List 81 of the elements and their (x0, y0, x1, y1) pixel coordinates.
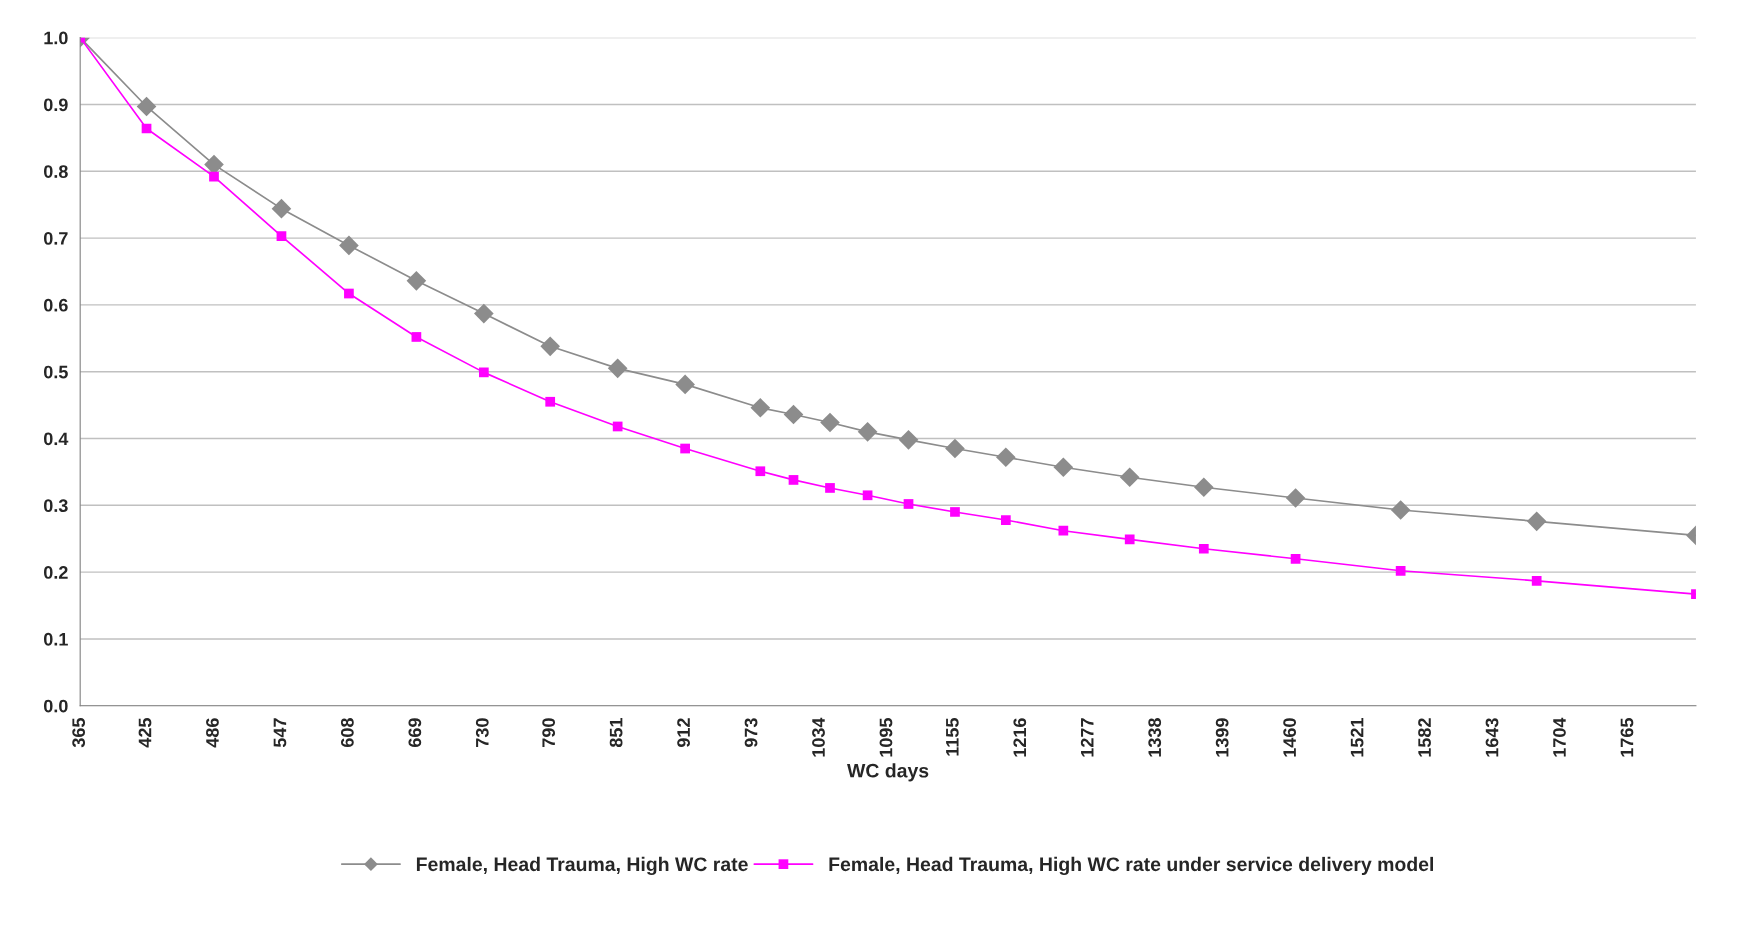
point (1193, 477, 1214, 498)
y-tick-label: 0.8 (43, 165, 68, 178)
y-tick-label: 0.1 (43, 632, 68, 646)
x-tick-label: 1216 (1013, 718, 1027, 757)
point (1058, 525, 1069, 536)
point (1119, 467, 1140, 488)
x-tick-label: 669 (408, 718, 422, 748)
point (204, 154, 224, 175)
legend-label: Female, Head Trauma, High WC rate (416, 856, 748, 876)
y-tick-label: 0.9 (43, 98, 68, 112)
y-tick-label: 0.4 (43, 432, 69, 446)
y-tick-label: 0.2 (43, 566, 68, 579)
x-tick-label: 1582 (1418, 718, 1431, 757)
point (996, 447, 1016, 468)
x-tick-label: 1095 (879, 718, 893, 757)
y-tick-label: 0.3 (43, 499, 68, 513)
x-tick-label: 851 (609, 718, 623, 748)
point (545, 396, 556, 407)
x-tick-label: 1338 (1148, 718, 1162, 757)
point (276, 231, 287, 241)
point (825, 483, 835, 493)
x-tick-label: 1643 (1485, 718, 1499, 757)
point (898, 430, 919, 450)
y-tick-label: 0.5 (43, 365, 68, 379)
y-tick-label: 1.0 (44, 31, 68, 45)
legend-label: Female, Head Trauma, High WC rate under service delivery model (829, 856, 1434, 876)
point (783, 404, 804, 425)
x-tick-label: 425 (138, 718, 152, 748)
point (1053, 457, 1074, 478)
point (540, 336, 561, 357)
point (607, 358, 628, 379)
point (1285, 488, 1306, 508)
x-tick-label: 1155 (946, 718, 959, 756)
point (1526, 511, 1547, 532)
point (478, 367, 489, 378)
x-tick-label: 1399 (1215, 718, 1229, 757)
point (339, 235, 359, 256)
point (1198, 543, 1209, 554)
x-tick-label: 1277 (1080, 718, 1094, 757)
point (474, 303, 494, 324)
point (612, 421, 623, 432)
point (1390, 500, 1411, 520)
point (136, 96, 157, 117)
point (406, 271, 427, 291)
x-tick-label: 912 (677, 718, 690, 748)
point (950, 507, 960, 517)
point (755, 466, 766, 477)
y-tick-label: 0.6 (43, 298, 68, 312)
point (1531, 575, 1542, 586)
point (209, 171, 219, 182)
point (1395, 565, 1406, 576)
point (820, 412, 840, 433)
point (680, 443, 690, 454)
point (857, 422, 878, 442)
point (945, 438, 965, 459)
point (1000, 515, 1011, 525)
x-tick-label: 486 (206, 718, 219, 748)
point (411, 332, 422, 342)
y-tick-label: 0.7 (43, 232, 68, 245)
x-tick-label: 365 (72, 718, 86, 748)
point (344, 288, 354, 299)
point (675, 374, 695, 395)
x-tick-label: 547 (273, 718, 287, 748)
point (788, 475, 799, 485)
x-tick-label: 790 (542, 718, 556, 747)
point (271, 198, 292, 219)
point (903, 499, 914, 509)
x-tick-label: 1704 (1553, 717, 1566, 757)
point (862, 490, 873, 501)
x-tick-label: 1765 (1620, 718, 1634, 757)
x-tick-label: 973 (744, 718, 758, 748)
x-axis-title: WC days (847, 763, 929, 782)
y-tick-label: 0.0 (43, 699, 68, 713)
x-tick-label: 1521 (1350, 718, 1364, 757)
point (750, 397, 771, 418)
x-tick-label: 730 (475, 718, 489, 747)
x-tick-label: 1034 (812, 717, 825, 757)
point (1290, 553, 1301, 564)
x-tick-label: 608 (340, 718, 354, 748)
x-tick-label: 1460 (1283, 718, 1297, 757)
point (1124, 534, 1135, 545)
